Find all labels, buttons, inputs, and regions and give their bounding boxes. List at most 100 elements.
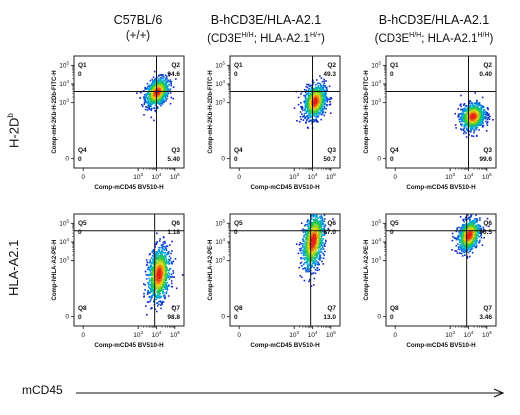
event-dot bbox=[151, 270, 154, 272]
event-dot bbox=[160, 103, 163, 105]
event-dot bbox=[325, 87, 328, 90]
event-dot bbox=[319, 104, 321, 107]
event-dot bbox=[165, 100, 167, 102]
event-dot bbox=[314, 218, 317, 220]
event-dot bbox=[161, 274, 163, 277]
event-dot bbox=[311, 238, 314, 241]
event-dot bbox=[159, 88, 161, 91]
event-dot bbox=[307, 102, 309, 104]
event-dot bbox=[165, 260, 168, 263]
event-dot bbox=[479, 108, 481, 111]
quadrant-name: Q8 bbox=[234, 305, 243, 312]
event-dot bbox=[168, 263, 171, 265]
event-dot bbox=[324, 231, 326, 234]
event-dot bbox=[160, 283, 162, 286]
event-dot bbox=[471, 135, 473, 137]
event-dot bbox=[159, 261, 162, 263]
event-dot bbox=[148, 274, 151, 276]
event-dot bbox=[161, 75, 163, 77]
event-dot bbox=[309, 237, 311, 240]
event-dot bbox=[476, 126, 478, 129]
event-dot bbox=[322, 99, 324, 102]
event-dot bbox=[158, 272, 160, 274]
event-dot bbox=[323, 228, 325, 230]
event-dot bbox=[149, 279, 151, 282]
event-dot bbox=[151, 94, 153, 96]
event-dot bbox=[318, 258, 320, 260]
event-dot bbox=[164, 279, 167, 282]
event-dot bbox=[151, 272, 154, 275]
event-dot bbox=[319, 100, 322, 103]
event-dot bbox=[319, 89, 321, 91]
event-dot bbox=[163, 262, 166, 264]
event-dot bbox=[473, 125, 475, 128]
event-dot bbox=[154, 243, 157, 246]
event-dot bbox=[164, 252, 167, 254]
quadrant-value: 0 bbox=[234, 229, 238, 236]
event-dot bbox=[320, 223, 322, 226]
event-dot bbox=[305, 244, 308, 246]
event-dot bbox=[151, 83, 154, 85]
event-dot bbox=[463, 110, 465, 113]
event-dot bbox=[307, 232, 310, 235]
event-dot bbox=[305, 103, 307, 106]
event-dot bbox=[321, 107, 324, 110]
event-dot bbox=[149, 284, 151, 286]
event-dot bbox=[319, 243, 322, 245]
event-dot bbox=[157, 87, 159, 90]
event-dot bbox=[307, 219, 309, 222]
event-dot bbox=[316, 230, 318, 233]
event-dot bbox=[316, 227, 318, 230]
event-dot bbox=[321, 244, 324, 247]
event-dot bbox=[152, 99, 154, 101]
event-dot bbox=[158, 75, 160, 77]
event-dot bbox=[167, 295, 170, 297]
event-dot bbox=[152, 288, 155, 290]
event-dot bbox=[330, 97, 332, 99]
event-dot bbox=[318, 97, 320, 100]
event-dot bbox=[153, 94, 156, 96]
event-dot bbox=[476, 100, 478, 103]
event-dot bbox=[311, 246, 314, 248]
event-dot bbox=[323, 92, 326, 95]
event-dot bbox=[317, 87, 319, 89]
event-dot bbox=[152, 86, 155, 88]
x-tick-label: 103 bbox=[133, 330, 143, 339]
event-dot bbox=[469, 104, 471, 107]
event-dot bbox=[169, 88, 172, 91]
event-dot bbox=[164, 263, 167, 265]
event-dot bbox=[163, 80, 165, 82]
event-dot bbox=[151, 266, 154, 268]
event-dot bbox=[309, 109, 312, 112]
event-dot bbox=[321, 95, 323, 97]
event-dot bbox=[154, 104, 157, 107]
event-dot bbox=[318, 236, 320, 238]
event-dot bbox=[158, 287, 160, 290]
event-dot bbox=[306, 102, 309, 105]
event-dot bbox=[163, 291, 165, 294]
event-dot bbox=[315, 257, 318, 259]
event-dot bbox=[310, 96, 312, 99]
event-dot bbox=[149, 272, 152, 275]
event-dot bbox=[466, 107, 469, 109]
event-dot bbox=[320, 110, 323, 113]
event-dot bbox=[319, 251, 322, 253]
event-dot bbox=[159, 100, 161, 102]
event-dot bbox=[305, 115, 307, 118]
event-dot bbox=[168, 83, 171, 86]
event-dot bbox=[461, 114, 464, 117]
event-dot bbox=[153, 91, 156, 94]
event-dot bbox=[309, 251, 311, 254]
event-dot bbox=[303, 250, 306, 252]
event-dot bbox=[153, 80, 156, 82]
event-dot bbox=[322, 238, 324, 240]
event-dot bbox=[170, 261, 173, 263]
event-dot bbox=[164, 288, 167, 290]
event-dot bbox=[470, 128, 473, 131]
event-dot bbox=[319, 83, 322, 85]
event-dot bbox=[320, 227, 323, 230]
event-dot bbox=[460, 123, 462, 125]
event-dot bbox=[314, 231, 317, 233]
event-dot bbox=[318, 230, 320, 233]
event-dot bbox=[326, 99, 329, 102]
